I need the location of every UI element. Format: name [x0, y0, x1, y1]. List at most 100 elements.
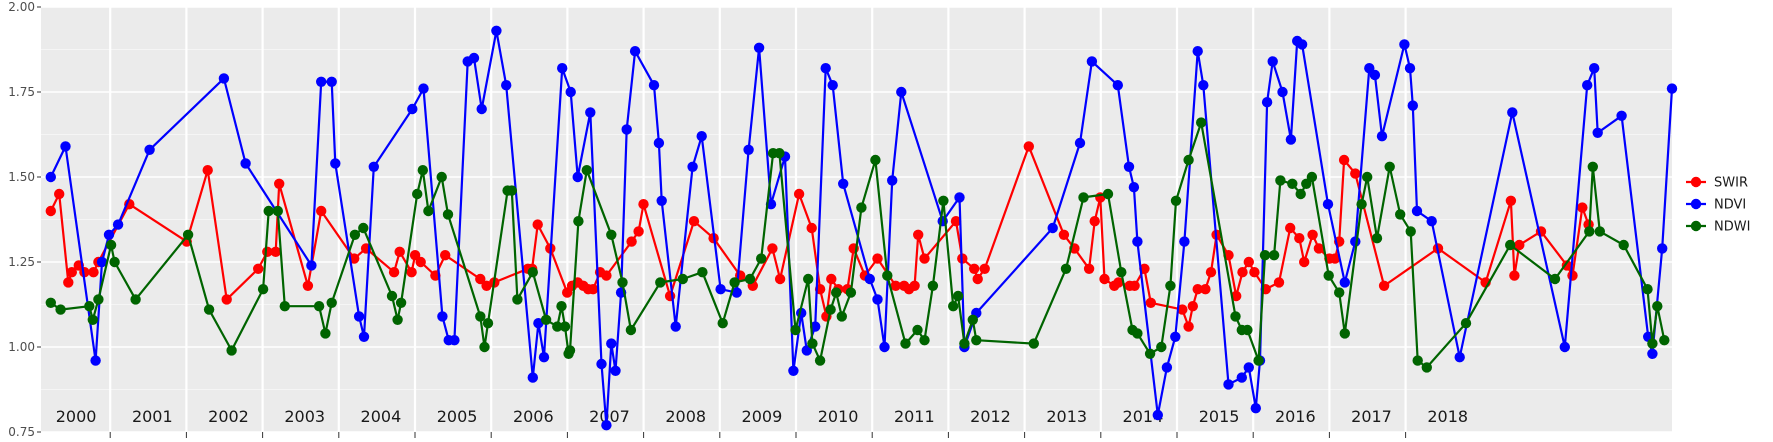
data-point-ndwi: [938, 195, 949, 206]
data-point-ndvi: [1404, 62, 1416, 74]
data-point-ndvi: [670, 321, 681, 332]
data-point-swir: [587, 284, 599, 295]
data-point-ndvi: [565, 86, 576, 98]
data-point-ndwi: [1594, 226, 1606, 237]
data-point-ndwi: [1028, 338, 1040, 349]
year-label: 2002: [208, 407, 249, 426]
data-point-ndvi: [1285, 134, 1297, 145]
data-point-ndwi: [581, 165, 592, 176]
data-point-swir: [1113, 277, 1124, 288]
data-point-ndwi: [1659, 335, 1670, 346]
data-point-ndvi: [1589, 62, 1600, 74]
data-point-ndwi: [552, 321, 563, 332]
data-point-ndwi: [971, 335, 982, 346]
data-point-ndwi: [358, 222, 369, 234]
data-point-swir: [1577, 202, 1588, 213]
data-point-ndwi: [556, 301, 567, 312]
data-point-swir: [253, 263, 264, 274]
data-point-ndwi: [1647, 338, 1658, 349]
data-point-ndwi: [1584, 226, 1595, 237]
data-point-ndvi: [538, 352, 550, 363]
data-point-swir: [532, 219, 543, 230]
data-point-ndwi: [182, 229, 194, 240]
data-point-ndwi: [1356, 199, 1367, 210]
data-point-swir: [1231, 290, 1242, 302]
data-point-swir: [767, 243, 778, 254]
data-point-ndwi: [1339, 328, 1351, 339]
data-point-ndwi: [272, 205, 283, 217]
data-point-swir: [202, 165, 213, 176]
data-point-ndwi: [105, 239, 117, 251]
data-point-ndwi: [226, 345, 237, 356]
legend-label: NDVI: [1714, 198, 1746, 213]
data-point-swir: [415, 256, 426, 268]
data-point-ndvi: [60, 141, 71, 152]
data-point-ndwi: [870, 154, 881, 166]
data-point-ndvi: [240, 158, 251, 169]
data-point-swir: [806, 222, 817, 234]
data-point-ndwi: [1395, 209, 1406, 220]
data-point-ndwi: [326, 297, 337, 308]
data-point-ndvi: [1267, 56, 1278, 67]
data-point-ndvi: [743, 144, 754, 155]
data-point-swir: [1313, 243, 1325, 254]
data-point-ndvi: [1647, 348, 1658, 359]
data-point-ndwi: [109, 256, 120, 268]
data-point-swir: [601, 270, 612, 281]
data-point-ndvi: [326, 76, 337, 88]
data-point-swir: [1273, 277, 1285, 288]
data-point-swir: [972, 273, 983, 285]
data-point-ndwi: [919, 335, 930, 346]
data-point-swir: [274, 178, 285, 189]
data-point-swir: [919, 253, 930, 264]
data-point-ndwi: [948, 301, 959, 312]
data-point-ndvi: [1161, 362, 1173, 373]
data-point-ndvi: [696, 131, 707, 142]
data-point-swir: [388, 267, 400, 278]
year-label: 2003: [284, 407, 325, 426]
year-label: 2011: [894, 407, 935, 426]
data-point-swir: [1058, 229, 1070, 240]
data-point-ndvi: [1454, 352, 1465, 363]
data-point-ndwi: [967, 314, 978, 325]
data-point-ndwi: [1230, 311, 1241, 322]
data-point-swir: [1177, 304, 1188, 315]
data-point-ndwi: [1196, 117, 1207, 128]
data-point-ndvi: [1322, 199, 1334, 210]
data-point-ndwi: [927, 280, 939, 291]
data-point-swir: [302, 280, 314, 291]
data-point-ndvi: [1179, 236, 1190, 247]
data-point-ndvi: [887, 175, 898, 186]
data-point-ndvi: [316, 76, 327, 88]
data-point-swir: [475, 273, 486, 285]
data-point-ndwi: [744, 273, 756, 285]
data-point-swir: [1329, 253, 1341, 264]
data-point-ndwi: [831, 287, 842, 298]
data-point-ndwi: [1170, 195, 1182, 206]
data-point-swir: [969, 263, 980, 274]
data-point-swir: [1183, 321, 1194, 332]
data-point-ndwi: [84, 301, 95, 312]
data-point-ndwi: [1183, 154, 1194, 166]
data-point-ndwi: [1460, 318, 1472, 329]
year-label: 2009: [742, 407, 783, 426]
data-point-swir: [1307, 229, 1318, 240]
data-point-ndvi: [788, 365, 799, 376]
data-point-ndwi: [87, 314, 99, 325]
data-point-swir: [1192, 284, 1203, 295]
year-label: 2012: [970, 407, 1011, 426]
data-point-ndwi: [130, 294, 141, 305]
data-point-ndvi: [1399, 39, 1410, 50]
data-point-ndwi: [882, 270, 893, 281]
data-point-swir: [1243, 256, 1255, 268]
data-point-ndwi: [1642, 284, 1653, 295]
data-point-ndvi: [468, 52, 480, 64]
data-point-ndvi: [1132, 236, 1143, 247]
data-point-swir: [406, 267, 417, 278]
data-point-ndwi: [559, 321, 571, 332]
data-point-swir: [45, 205, 56, 217]
year-label: 2016: [1275, 407, 1316, 426]
data-point-swir: [1285, 222, 1296, 234]
data-point-ndwi: [475, 311, 486, 322]
